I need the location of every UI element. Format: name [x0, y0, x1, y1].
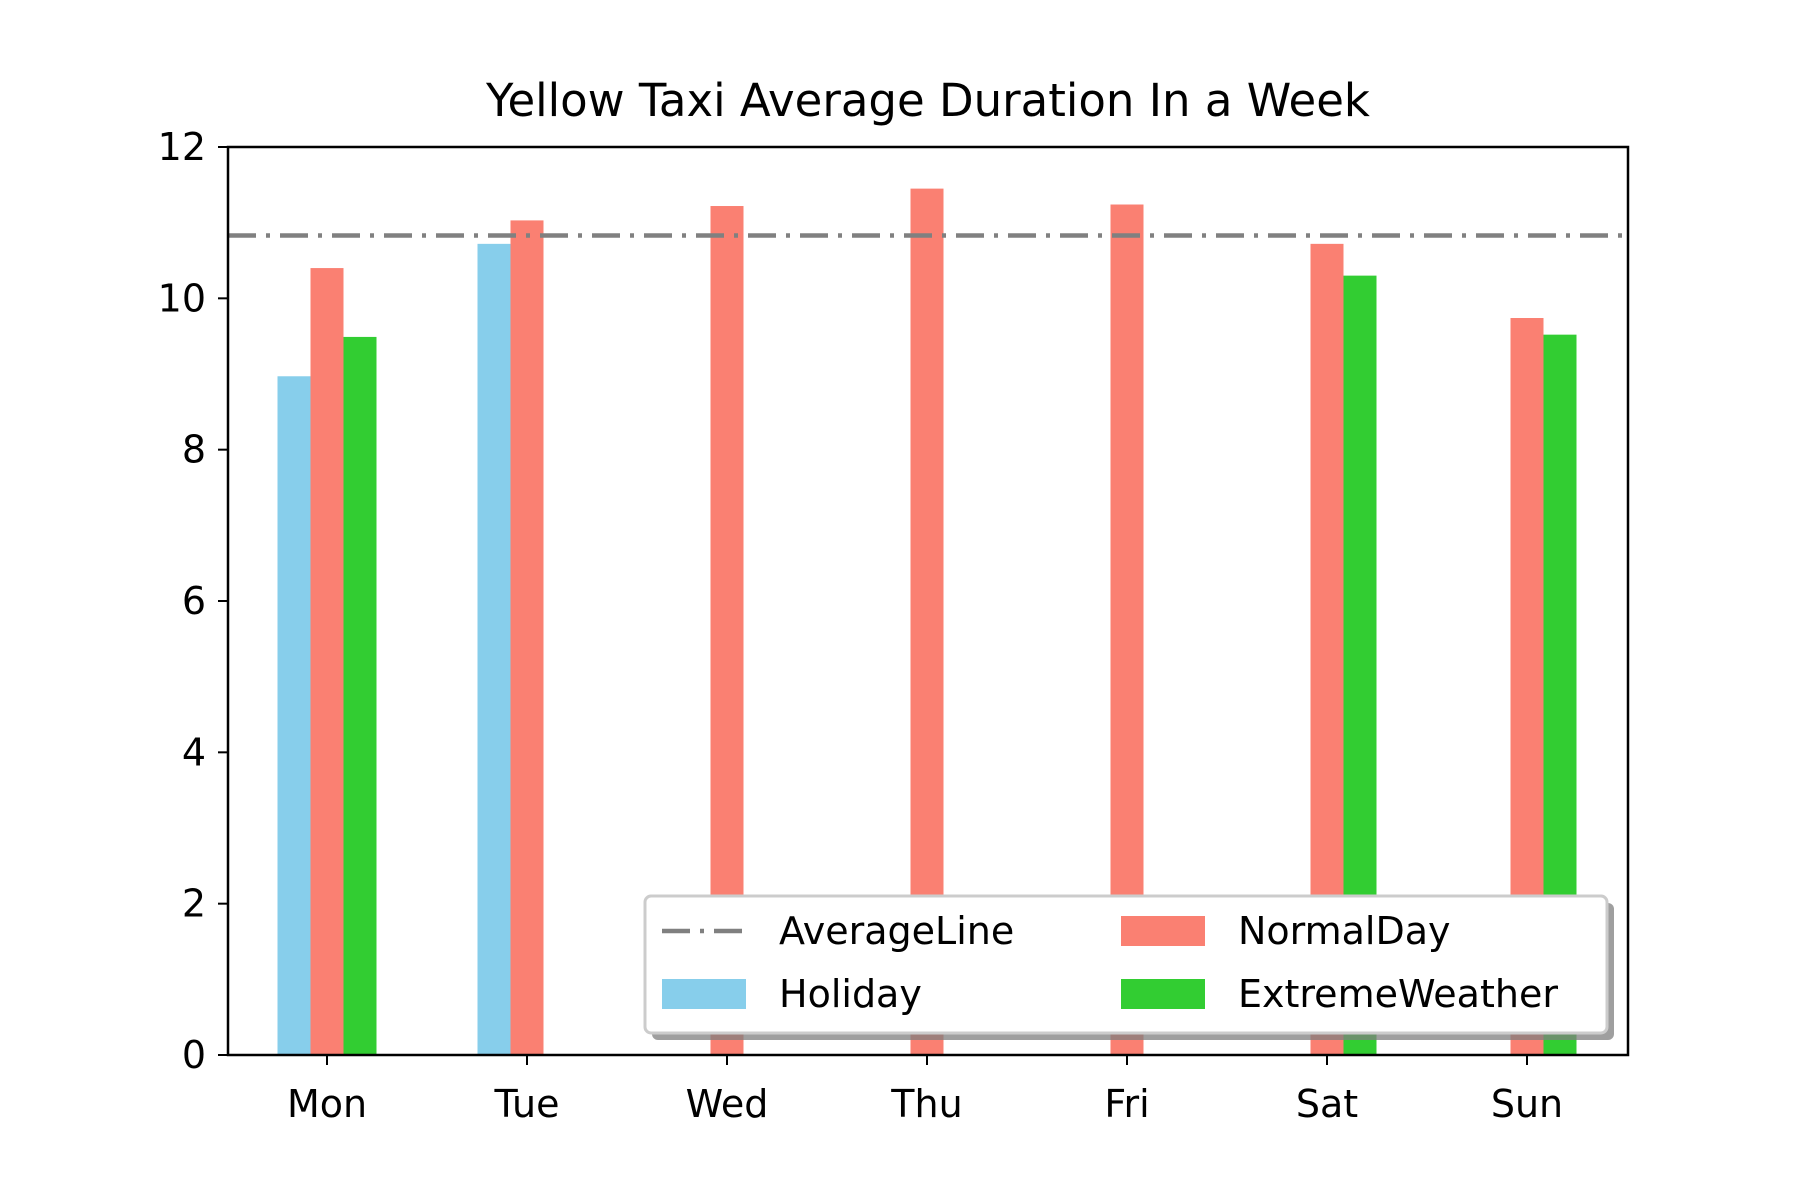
- bar-holiday-tue: [477, 243, 511, 1056]
- legend-handle-extremeweather: [1121, 979, 1205, 1009]
- bar-extremeweather-mon: [343, 336, 377, 1055]
- legend-label-normalday: NormalDay: [1238, 909, 1451, 953]
- y-tick-label: 2: [182, 882, 206, 926]
- x-tick-label: Sat: [1296, 1082, 1358, 1126]
- legend-box: [643, 894, 1609, 1035]
- y-tick-label: 12: [158, 125, 206, 169]
- x-tick-label: Tue: [494, 1082, 560, 1126]
- legend-label-averageline: AverageLine: [779, 909, 1014, 953]
- x-tick-label: Wed: [686, 1082, 769, 1126]
- legend-label-holiday: Holiday: [779, 972, 922, 1016]
- x-tick-label: Thu: [890, 1082, 962, 1126]
- y-tick-label: 4: [182, 730, 206, 774]
- bar-normalday-mon: [310, 268, 344, 1055]
- bar-holiday-mon: [277, 376, 311, 1055]
- legend-handle-holiday: [662, 979, 746, 1009]
- legend: AverageLine NormalDay Holiday ExtremeWeathe…: [643, 894, 1614, 1040]
- x-tick-label: Sun: [1491, 1082, 1563, 1126]
- y-tick-label: 0: [182, 1033, 206, 1077]
- legend-label-extremeweather: ExtremeWeather: [1238, 972, 1558, 1016]
- legend-handle-normalday: [1121, 916, 1205, 946]
- y-tick-label: 8: [182, 428, 206, 472]
- x-tick-label: Mon: [287, 1082, 367, 1126]
- chart-title: Yellow Taxi Average Duration In a Week: [485, 74, 1370, 127]
- bar-normalday-tue: [510, 220, 544, 1055]
- y-tick-label: 10: [158, 276, 206, 320]
- y-tick-label: 6: [182, 579, 206, 623]
- x-tick-label: Fri: [1104, 1082, 1149, 1126]
